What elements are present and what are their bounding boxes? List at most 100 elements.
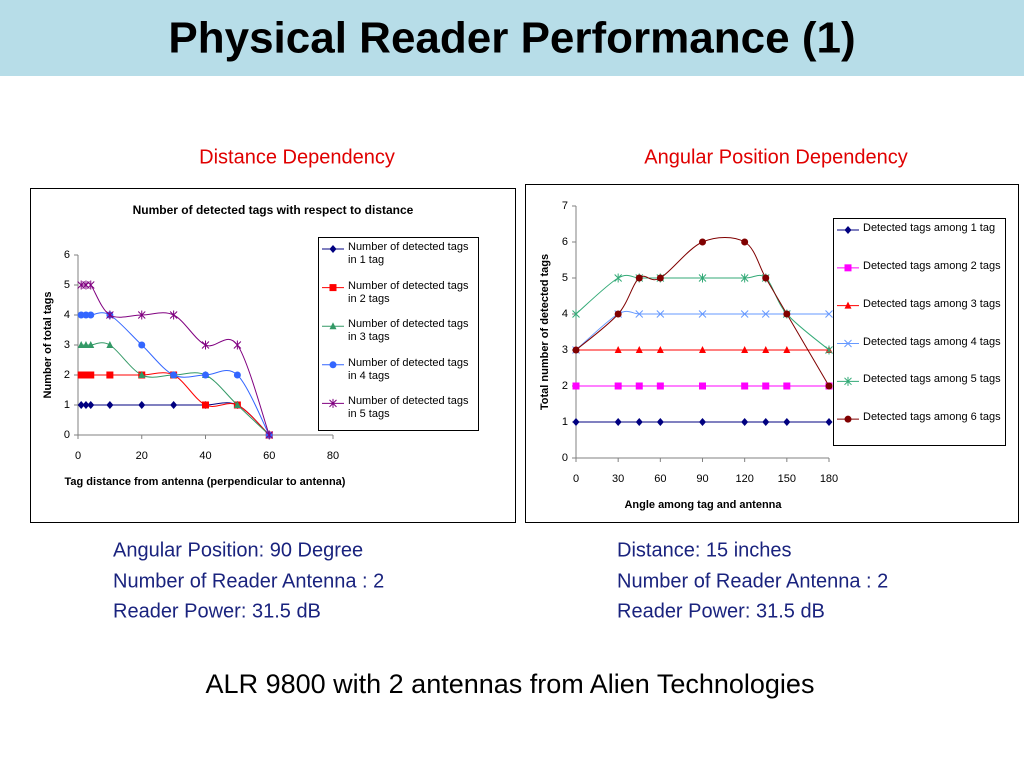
marker <box>170 401 178 409</box>
marker <box>202 371 209 379</box>
y-axis-label: Number of total tags <box>42 292 54 399</box>
marker <box>698 310 707 318</box>
note: Reader Power: 31.5 dB <box>617 600 825 622</box>
marker <box>265 430 274 440</box>
marker <box>87 341 95 348</box>
marker <box>783 382 791 390</box>
marker <box>87 311 95 319</box>
x-tick-label: 30 <box>612 473 624 485</box>
marker <box>635 418 643 426</box>
marker <box>106 401 114 409</box>
x-tick-label: 0 <box>573 473 579 485</box>
y-tick-label: 1 <box>562 416 568 428</box>
marker <box>82 341 90 348</box>
legend-label: Number of detected tags in 1 tag <box>348 241 469 266</box>
legend-label: Number of detected tags in 3 tags <box>348 318 469 344</box>
marker <box>106 310 114 320</box>
legend-entry: Number of detected tags in 2 tags <box>348 280 468 305</box>
legend-entry: Number of detected tags in 4 tags <box>348 356 469 382</box>
marker <box>635 274 643 282</box>
marker <box>825 345 833 355</box>
legend-label: Number of detected tags in 4 tags <box>348 356 469 382</box>
marker <box>635 310 644 318</box>
marker <box>698 273 707 283</box>
legend-marker <box>844 264 852 272</box>
section-heading: Distance Dependency <box>199 146 395 168</box>
y-tick-label: 2 <box>64 369 70 381</box>
marker <box>761 310 770 318</box>
marker <box>138 341 146 349</box>
marker <box>82 371 90 379</box>
marker <box>169 310 178 320</box>
marker <box>572 346 580 354</box>
marker <box>77 311 85 319</box>
marker <box>762 346 770 353</box>
marker <box>740 310 749 318</box>
section-heading: Angular Position Dependency <box>644 146 908 168</box>
marker <box>699 418 706 426</box>
marker <box>87 371 95 379</box>
marker <box>202 401 209 409</box>
legend-entry: Detected tags among 3 tags <box>863 297 1001 310</box>
marker <box>233 340 242 350</box>
footer: ALR 9800 with 2 antennas from Alien Tech… <box>206 669 815 699</box>
marker <box>635 382 643 390</box>
note: Number of Reader Antenna : 2 <box>113 570 384 592</box>
marker <box>699 238 706 246</box>
marker <box>656 274 664 282</box>
legend-label: Detected tags among 3 tags <box>863 297 1001 310</box>
marker <box>86 280 95 290</box>
y-tick-label: 0 <box>64 429 70 441</box>
legend-marker <box>844 415 852 423</box>
marker <box>699 382 706 390</box>
marker <box>572 418 580 426</box>
marker <box>614 382 622 390</box>
legend <box>318 237 479 431</box>
x-tick-label: 60 <box>263 450 275 462</box>
note: Reader Power: 31.5 dB <box>113 600 321 622</box>
x-tick-label: 0 <box>75 450 81 462</box>
marker <box>614 418 622 426</box>
marker <box>656 346 664 353</box>
marker <box>614 346 622 353</box>
marker <box>741 418 749 426</box>
marker <box>656 382 664 390</box>
legend-marker <box>329 322 337 330</box>
marker <box>656 310 665 318</box>
marker <box>77 341 85 348</box>
y-tick-label: 3 <box>562 344 568 356</box>
marker <box>656 418 664 426</box>
y-tick-label: 0 <box>562 452 568 464</box>
marker <box>137 310 146 320</box>
x-tick-label: 90 <box>696 473 708 485</box>
legend-marker <box>329 245 337 253</box>
x-tick-label: 20 <box>136 450 148 462</box>
legend-marker <box>844 301 852 309</box>
x-tick-label: 180 <box>820 473 838 485</box>
marker <box>741 346 749 353</box>
y-tick-label: 4 <box>64 309 70 321</box>
x-tick-label: 40 <box>199 450 211 462</box>
note: Number of Reader Antenna : 2 <box>617 570 888 592</box>
marker <box>614 273 623 283</box>
legend-marker <box>844 339 852 348</box>
marker <box>233 401 241 408</box>
x-axis-label: Tag distance from antenna (perpendicular… <box>65 476 346 488</box>
legend-entry: Detected tags among 4 tags <box>863 336 1001 348</box>
legend-entry: Detected tags among 6 tags <box>863 411 1001 423</box>
marker <box>635 346 643 353</box>
legend-label: Number of detected tags in 5 tags <box>348 395 469 421</box>
chart-title: Number of detected tags with respect to … <box>133 203 414 217</box>
y-tick-label: 4 <box>562 308 568 320</box>
marker <box>233 371 241 379</box>
legend-entry: Number of detected tags in 3 tags <box>348 318 469 344</box>
y-tick-label: 6 <box>562 236 568 248</box>
legend <box>833 218 1006 446</box>
legend-entry: Detected tags among 5 tags <box>863 373 1001 385</box>
marker <box>201 340 210 350</box>
x-tick-label: 120 <box>735 473 753 485</box>
marker <box>170 371 178 379</box>
marker <box>87 401 95 409</box>
